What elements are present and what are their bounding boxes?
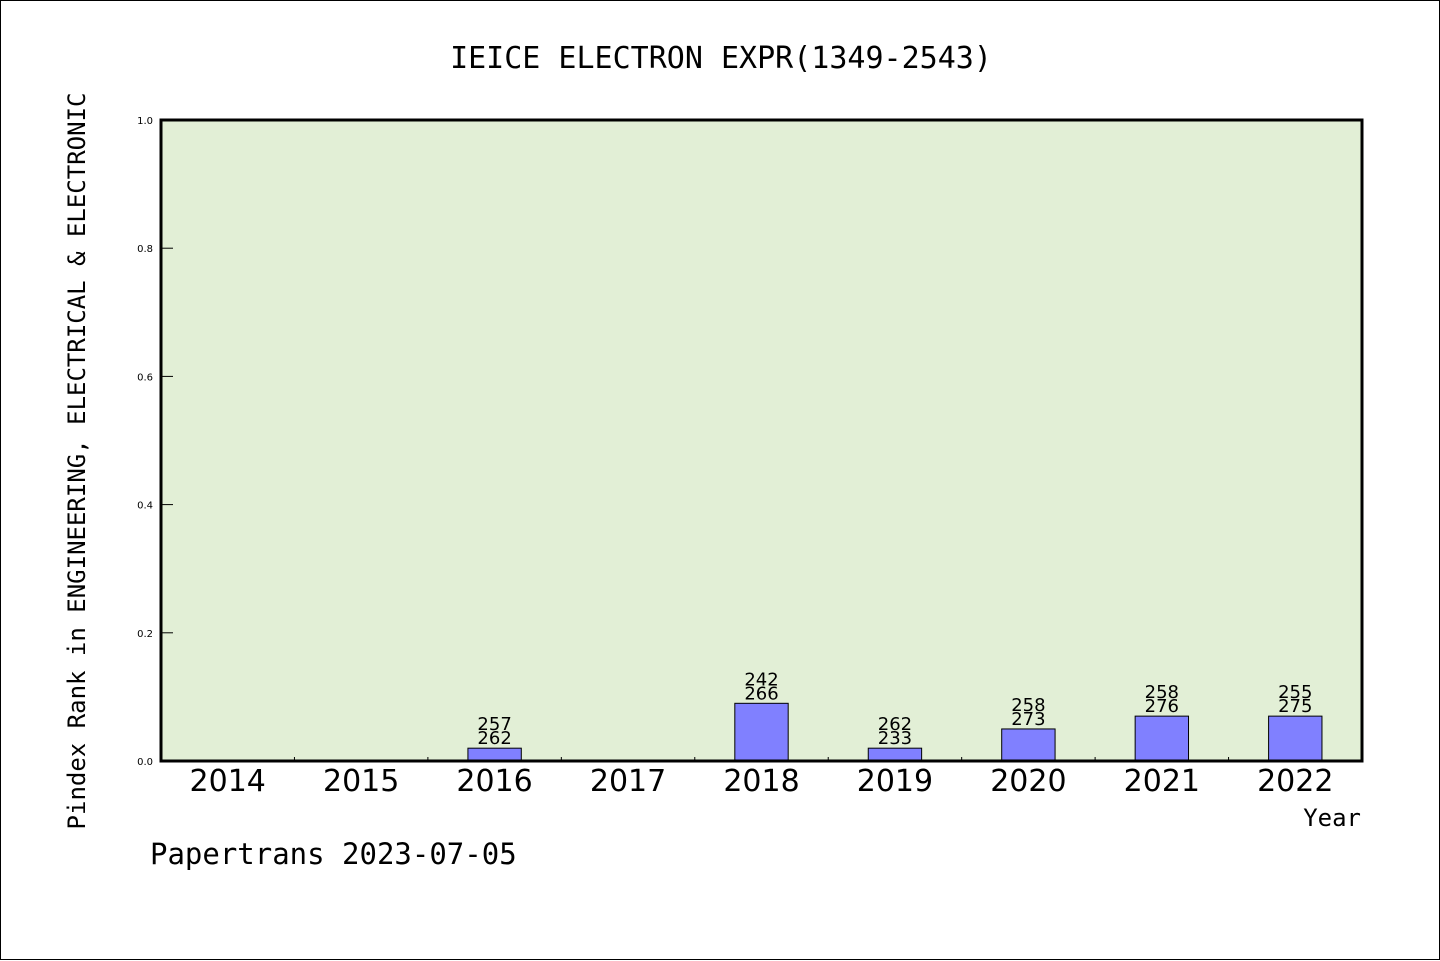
x-axis-ticks: 2014 2015 2016 2017 2018 2019 2020 2021 2022 [190,757,1333,799]
bars-group [467,702,1323,762]
bar-label-bottom: 276 [1145,696,1179,717]
chart-title: IEICE ELECTRON EXPR(1349-2543) [450,41,992,76]
bar-label-top: 242 [744,669,778,690]
y-tick-label: 0.0 [137,757,153,768]
bar-label-bottom: 273 [1011,709,1045,730]
y-tick-label: 0.4 [137,501,153,512]
bar-label-top: 262 [878,714,912,735]
y-tick-label: 0.8 [137,244,153,255]
bar-2021 [1134,715,1190,762]
bar-2018 [734,702,789,762]
plot-area [161,120,1362,761]
bar-label-bottom: 262 [477,728,511,749]
x-tick-label: 2019 [857,764,933,799]
x-tick-label: 2014 [190,764,266,799]
y-tick-label: 1.0 [137,116,153,127]
x-tick-label: 2016 [456,764,532,799]
bar-2016 [467,747,522,762]
bar-label-bottom: 275 [1278,696,1312,717]
x-tick-label: 2021 [1124,764,1200,799]
x-axis-label: Year [1303,804,1361,832]
x-tick-label: 2022 [1257,764,1333,799]
bar-2022 [1268,715,1323,762]
plot-border [159,118,1364,763]
x-tick-label: 2020 [990,764,1066,799]
y-tick-label: 0.6 [137,372,153,383]
x-tick-label: 2017 [590,764,666,799]
bar-2020 [1001,728,1056,762]
footer-credit: Papertrans 2023-07-05 [150,837,517,871]
bar-label-top: 257 [477,714,511,735]
bar-2019 [867,747,923,762]
bar-label-top: 258 [1145,682,1179,703]
bar-label-top: 258 [1011,695,1045,716]
bar-label-bottom: 266 [744,683,778,704]
y-tick-label: 0.2 [137,629,153,640]
bar-label-top: 255 [1278,682,1312,703]
y-axis-label: Pindex Rank in ENGINEERING, ELECTRICAL &… [63,93,91,830]
x-tick-label: 2018 [723,764,799,799]
x-tick-label: 2015 [323,764,399,799]
bar-label-bottom: 233 [878,728,912,749]
